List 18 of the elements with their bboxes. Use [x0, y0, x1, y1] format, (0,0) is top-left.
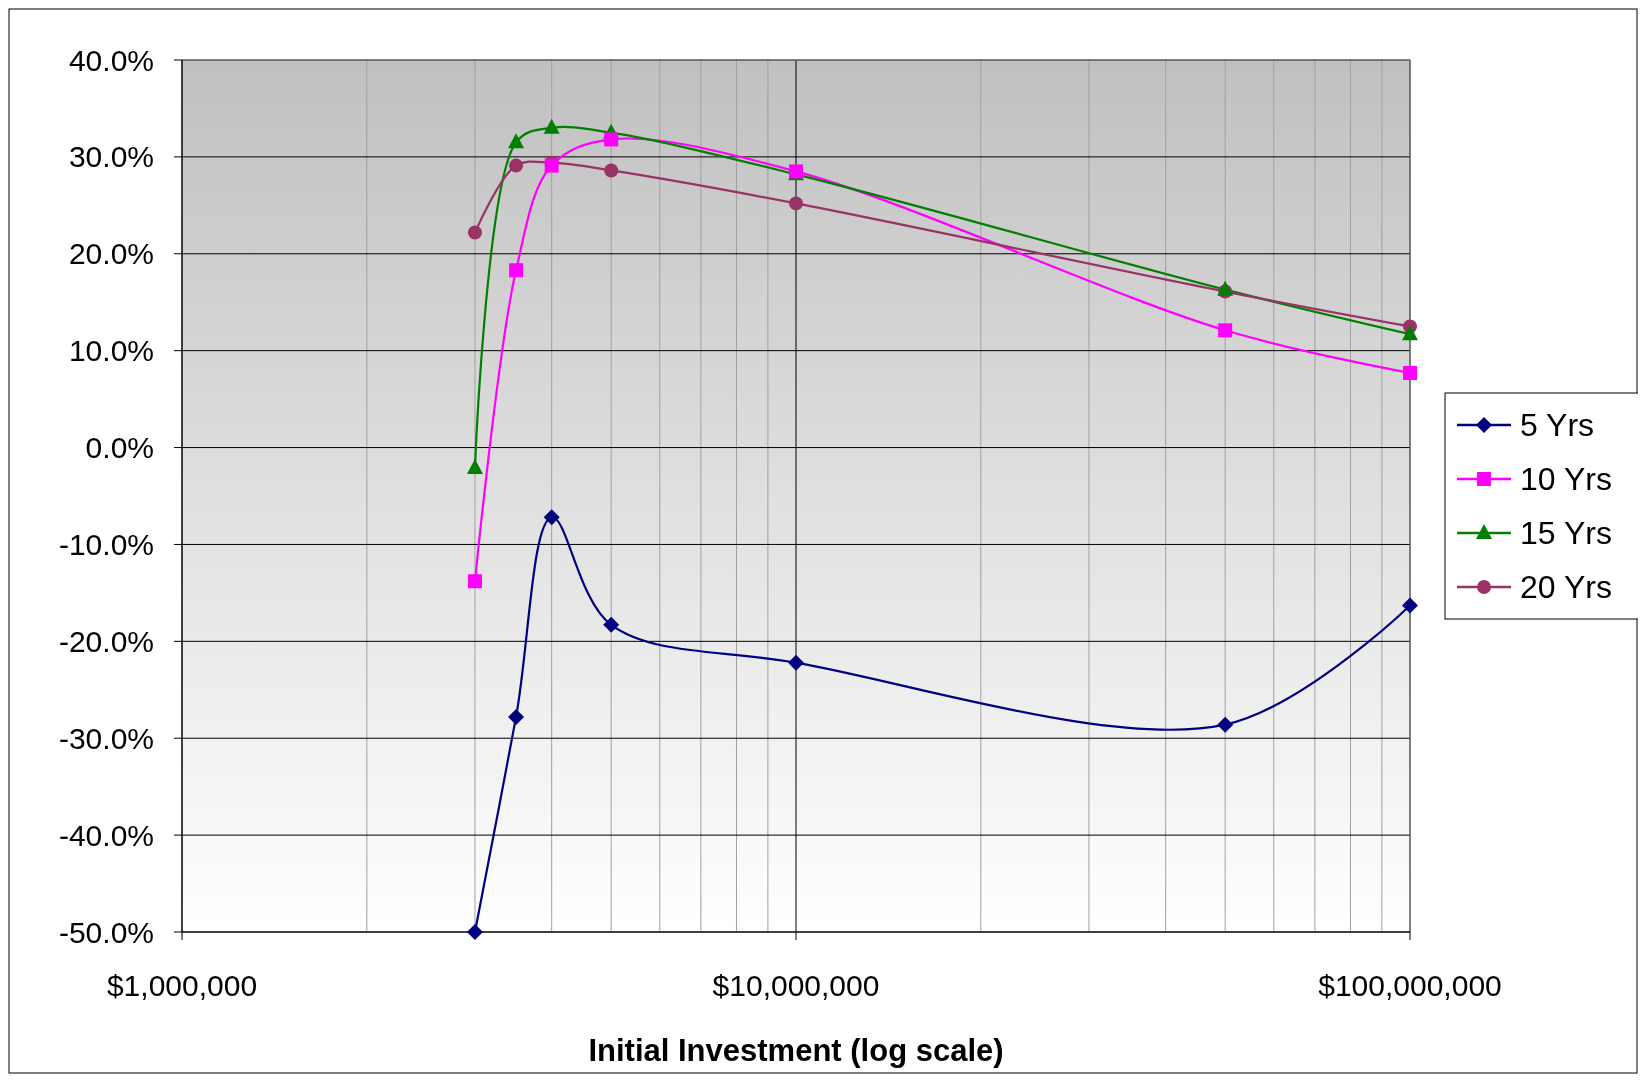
y-tick-label: -10.0% [58, 527, 154, 561]
legend-label: 5 Yrs [1520, 407, 1595, 444]
y-tick-label: -20.0% [58, 624, 154, 658]
y-tick-label: 10.0% [68, 334, 154, 368]
x-tick-label: $10,000,000 [712, 969, 880, 1002]
y-tick-label: 0.0% [85, 431, 154, 465]
y-tick-label: 30.0% [68, 140, 154, 174]
y-tick-label: -40.0% [58, 818, 154, 852]
y-tick-label: 40.0% [68, 43, 154, 77]
x-tick-label: $1,000,000 [106, 969, 258, 1002]
legend-label: 20 Yrs [1520, 569, 1612, 606]
y-tick-label: -30.0% [58, 721, 154, 755]
legend-label: 15 Yrs [1520, 515, 1612, 552]
y-tick-label: -50.0% [58, 915, 154, 949]
y-tick-label: 20.0% [68, 237, 154, 271]
x-tick-label: $100,000,000 [1318, 969, 1502, 1002]
x-axis-title: Initial Investment (log scale) [588, 1033, 1004, 1068]
legend-label: 10 Yrs [1520, 461, 1612, 498]
